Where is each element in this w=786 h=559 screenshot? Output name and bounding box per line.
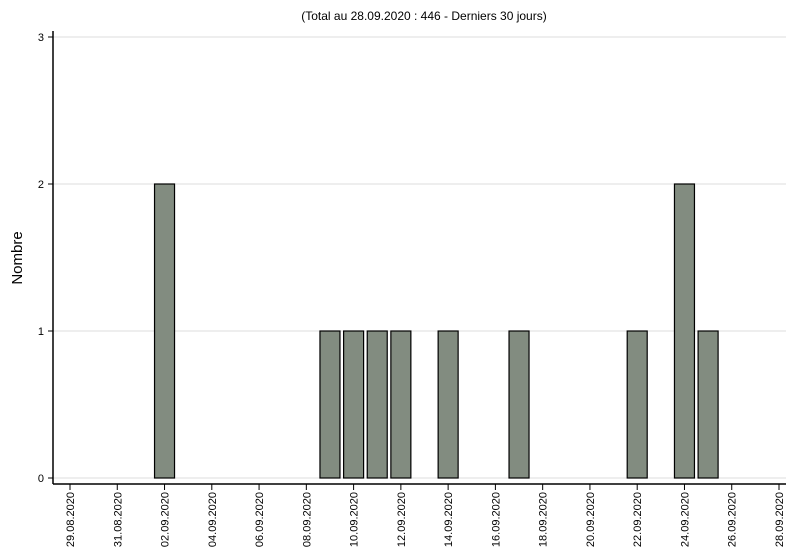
bar [626, 330, 648, 479]
x-tick-label: 22.09.2020 [632, 492, 644, 547]
y-tick-label: 0 [38, 473, 44, 485]
bar [319, 330, 341, 479]
bar [390, 330, 412, 479]
chart-title: (Total au 28.09.2020 : 446 - Derniers 30… [301, 9, 546, 23]
x-tick-label: 16.09.2020 [490, 492, 502, 547]
x-tick-label: 29.08.2020 [65, 492, 77, 547]
bar [153, 183, 176, 479]
bar [343, 330, 365, 479]
x-tick-label: 04.09.2020 [207, 492, 219, 547]
x-tick-label: 14.09.2020 [443, 492, 455, 547]
x-tick-label: 08.09.2020 [301, 492, 313, 547]
y-tick-label: 1 [38, 326, 44, 338]
bar [437, 330, 459, 479]
x-tick-label: 10.09.2020 [349, 492, 361, 547]
bar [366, 330, 388, 479]
x-tick-label: 12.09.2020 [396, 492, 408, 547]
x-tick-label: 06.09.2020 [254, 492, 266, 547]
x-tick-label: 31.08.2020 [112, 492, 124, 547]
bar [697, 330, 719, 479]
x-tick-label: 26.09.2020 [727, 492, 739, 547]
x-tick-label: 20.09.2020 [585, 492, 597, 547]
y-tick-label: 2 [38, 179, 44, 191]
bar [508, 330, 530, 479]
x-tick-label: 02.09.2020 [160, 492, 172, 547]
y-tick-label: 3 [38, 32, 44, 44]
x-tick-label: 24.09.2020 [679, 492, 691, 547]
bar [673, 183, 696, 479]
y-axis-label: Nombre [9, 231, 26, 284]
x-tick-label: 28.09.2020 [774, 492, 786, 547]
x-tick-label: 18.09.2020 [538, 492, 550, 547]
